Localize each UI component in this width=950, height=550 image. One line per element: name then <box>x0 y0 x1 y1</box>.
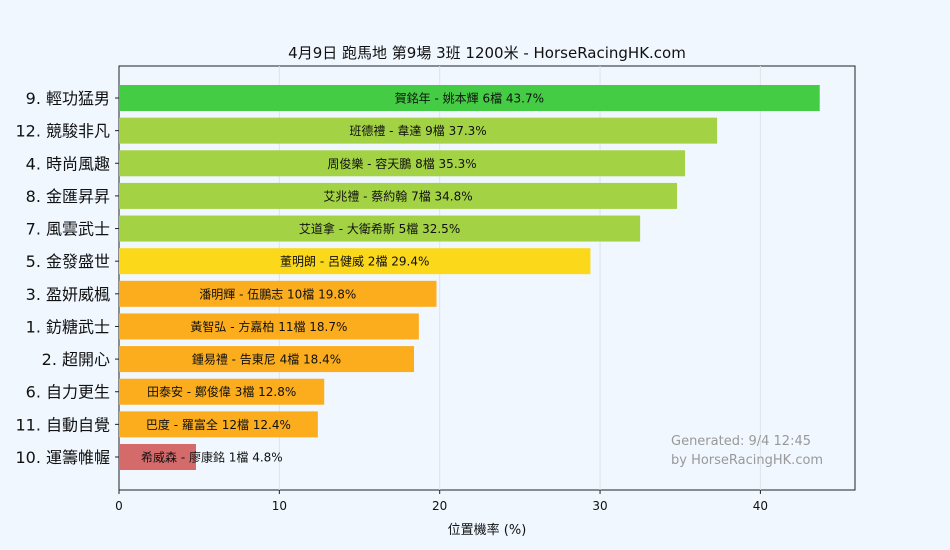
bar-label: 艾兆禮 - 蔡約翰 7檔 34.8% <box>323 188 472 203</box>
bar <box>119 117 718 144</box>
bar <box>119 85 820 111</box>
bar-label: 田泰安 - 鄭俊偉 3檔 12.8% <box>147 384 296 399</box>
x-tick-label: 30 <box>592 499 607 513</box>
y-axis-label: 8. 金匯昇昇 <box>26 187 110 206</box>
bar-label: 周俊樂 - 容天鵬 8檔 35.3% <box>327 156 476 171</box>
x-tick-label: 10 <box>272 499 287 513</box>
x-axis-ticks: 0 10 20 30 40 <box>115 490 768 513</box>
bar <box>119 346 415 373</box>
bar-label: 巴度 - 羅富全 12檔 12.4% <box>146 417 291 432</box>
y-axis-label: 10. 運籌帷幄 <box>15 448 110 467</box>
bar <box>119 215 641 242</box>
bar <box>119 313 419 340</box>
footer-site: by HorseRacingHK.com <box>671 453 823 468</box>
y-axis-label: 2. 超開心 <box>42 350 110 369</box>
bar-label: 鍾易禮 - 告東尼 4檔 18.4% <box>192 353 341 367</box>
bar-label: 艾道拿 - 大衛希斯 5檔 32.5% <box>299 221 460 236</box>
y-axis-label: 4. 時尚風趣 <box>26 154 110 173</box>
y-axis-label: 11. 自動自覺 <box>15 415 110 434</box>
footer-generated: Generated: 9/4 12:45 <box>671 434 811 449</box>
bar <box>119 182 678 209</box>
y-axis-label: 3. 盈妍威楓 <box>26 285 110 304</box>
bar <box>119 248 591 275</box>
y-axis-label: 7. 風雲武士 <box>26 220 110 239</box>
bar-label: 賀銘年 - 姚本輝 6檔 43.7% <box>395 91 544 106</box>
x-axis-title: 位置機率 (%) <box>448 522 527 538</box>
bar-label: 希威森 - 廖康銘 1檔 4.8% <box>141 450 283 465</box>
bar <box>119 280 437 307</box>
bar-label: 班德禮 - 韋達 9檔 37.3% <box>349 123 486 138</box>
bar-label: 黃智弘 - 方嘉柏 11檔 18.7% <box>190 319 347 334</box>
bar <box>119 411 318 438</box>
bar <box>119 150 686 177</box>
y-axis-label: 6. 自力更生 <box>26 383 110 402</box>
y-axis-labels: 9. 輕功猛男 12. 競駿非凡 4. 時尚風趣 8. 金匯昇昇 7. 風雲武士 5. 金… <box>15 89 119 467</box>
bars <box>119 85 820 470</box>
bar-labels: 賀銘年 - 姚本輝 6檔 43.7% 班德禮 - 韋達 9檔 37.3% 周俊樂 -… <box>141 91 544 465</box>
x-tick-label: 40 <box>753 499 768 513</box>
x-tick-label: 20 <box>432 499 447 513</box>
bar-label: 董明朗 - 呂健威 2檔 29.4% <box>280 255 429 269</box>
chart-title: 4月9日 跑馬地 第9場 3班 1200米 - HorseRacingHK.co… <box>288 44 686 62</box>
x-tick-label: 0 <box>115 499 123 513</box>
y-axis-label: 12. 競駿非凡 <box>15 122 110 141</box>
bar <box>119 378 325 405</box>
y-axis-label: 1. 鈁糖武士 <box>26 317 110 336</box>
bar <box>119 444 196 470</box>
y-axis-label: 5. 金發盛世 <box>26 252 110 271</box>
y-axis-label: 9. 輕功猛男 <box>26 89 110 108</box>
bar-label: 潘明輝 - 伍鵬志 10檔 19.8% <box>199 287 356 301</box>
